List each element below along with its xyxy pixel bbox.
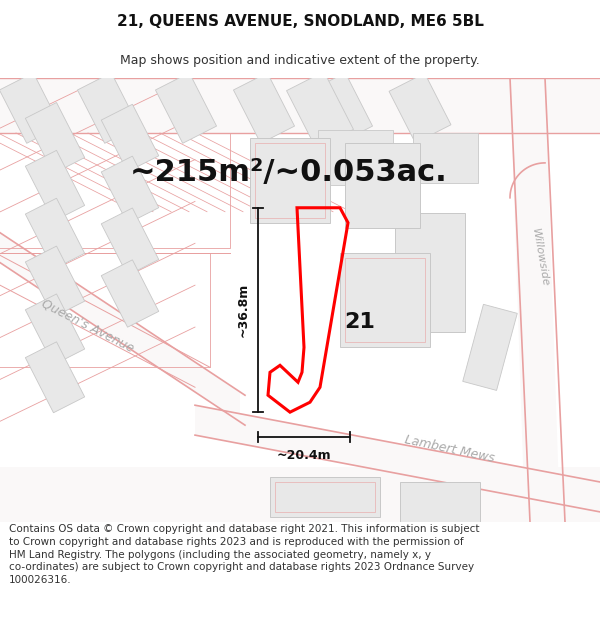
Text: Queen's Avenue: Queen's Avenue xyxy=(40,296,136,354)
Polygon shape xyxy=(0,232,240,422)
Polygon shape xyxy=(395,213,465,332)
Polygon shape xyxy=(25,151,85,221)
Polygon shape xyxy=(510,78,560,522)
Polygon shape xyxy=(25,294,85,365)
Text: 21: 21 xyxy=(344,312,376,332)
Polygon shape xyxy=(345,143,420,228)
Polygon shape xyxy=(389,73,451,143)
Polygon shape xyxy=(317,131,392,186)
Polygon shape xyxy=(463,304,517,391)
Polygon shape xyxy=(195,405,600,512)
Polygon shape xyxy=(101,260,159,328)
Text: Lambert Mews: Lambert Mews xyxy=(404,433,496,465)
Polygon shape xyxy=(340,253,430,348)
Text: 21, QUEENS AVENUE, SNODLAND, ME6 5BL: 21, QUEENS AVENUE, SNODLAND, ME6 5BL xyxy=(116,14,484,29)
Polygon shape xyxy=(311,72,373,143)
Polygon shape xyxy=(101,156,159,224)
Text: ~215m²/~0.053ac.: ~215m²/~0.053ac. xyxy=(130,158,448,188)
Polygon shape xyxy=(25,198,85,269)
Polygon shape xyxy=(413,133,478,183)
Polygon shape xyxy=(0,72,61,143)
Text: Map shows position and indicative extent of the property.: Map shows position and indicative extent… xyxy=(120,54,480,68)
Polygon shape xyxy=(0,467,600,522)
Text: Willowside: Willowside xyxy=(530,228,550,288)
Polygon shape xyxy=(270,477,380,517)
Polygon shape xyxy=(250,138,330,222)
Text: ~36.8m: ~36.8m xyxy=(237,283,250,337)
Polygon shape xyxy=(0,78,600,133)
Polygon shape xyxy=(233,72,295,143)
Polygon shape xyxy=(287,72,353,148)
Polygon shape xyxy=(25,246,85,317)
Polygon shape xyxy=(25,342,85,412)
Polygon shape xyxy=(101,208,159,276)
Polygon shape xyxy=(400,482,480,522)
Polygon shape xyxy=(155,72,217,143)
Polygon shape xyxy=(101,104,159,172)
Text: Contains OS data © Crown copyright and database right 2021. This information is : Contains OS data © Crown copyright and d… xyxy=(9,524,479,585)
Text: ~20.4m: ~20.4m xyxy=(277,449,331,462)
Polygon shape xyxy=(77,72,139,143)
Polygon shape xyxy=(25,102,85,173)
